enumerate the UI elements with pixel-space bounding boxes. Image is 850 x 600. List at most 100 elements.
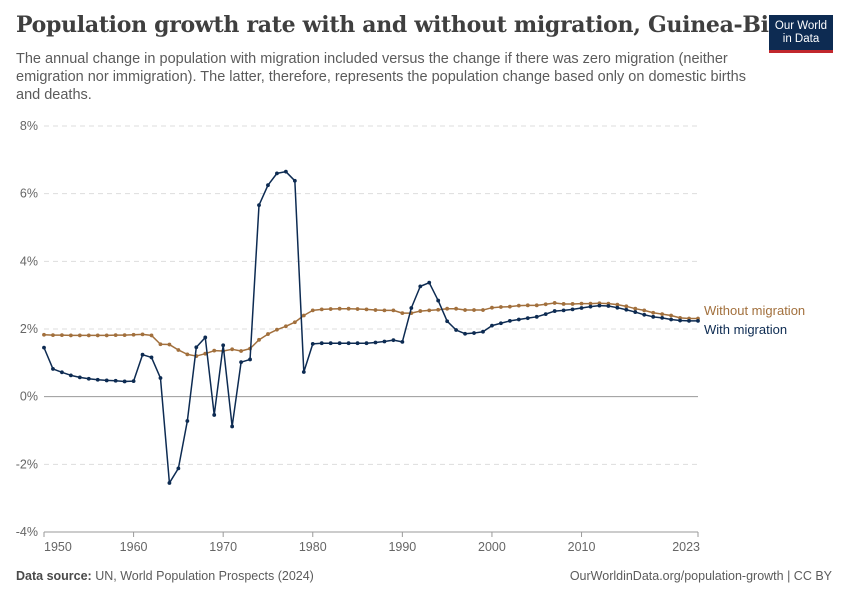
data-point bbox=[463, 308, 467, 312]
data-point bbox=[669, 317, 674, 322]
data-point bbox=[624, 304, 629, 309]
data-point bbox=[346, 341, 351, 346]
data-point bbox=[221, 343, 226, 348]
data-point bbox=[140, 332, 145, 337]
data-point bbox=[615, 302, 620, 307]
data-point bbox=[633, 310, 638, 314]
data-point bbox=[203, 335, 208, 340]
data-point bbox=[445, 306, 450, 311]
data-point bbox=[257, 337, 261, 342]
data-point bbox=[310, 308, 315, 313]
data-point bbox=[51, 367, 55, 371]
series-label[interactable]: Without migration bbox=[704, 303, 805, 318]
data-point bbox=[418, 309, 423, 313]
data-point bbox=[42, 332, 46, 337]
data-point bbox=[140, 352, 145, 357]
data-point bbox=[454, 328, 459, 332]
data-point bbox=[77, 333, 82, 338]
owid-logo[interactable]: Our World in Data bbox=[769, 15, 833, 53]
data-point bbox=[651, 310, 656, 315]
data-point bbox=[113, 378, 118, 383]
data-point bbox=[337, 306, 342, 311]
data-point bbox=[373, 308, 378, 312]
data-point bbox=[561, 308, 566, 313]
data-point bbox=[507, 304, 512, 309]
data-point bbox=[499, 305, 503, 309]
data-point bbox=[337, 341, 342, 346]
data-point bbox=[472, 331, 476, 335]
data-point bbox=[319, 341, 324, 346]
data-point bbox=[507, 318, 512, 323]
data-point bbox=[68, 373, 73, 378]
data-point bbox=[499, 321, 503, 326]
data-point bbox=[660, 312, 665, 317]
data-point bbox=[292, 178, 297, 183]
data-point bbox=[525, 303, 530, 308]
data-point bbox=[642, 308, 647, 313]
y-tick-label: 8% bbox=[20, 119, 38, 133]
logo-line-2: in Data bbox=[782, 33, 820, 45]
data-point bbox=[696, 318, 700, 323]
data-point bbox=[239, 349, 244, 353]
y-tick-label: 6% bbox=[20, 187, 38, 201]
y-tick-label: -4% bbox=[16, 525, 38, 539]
data-point bbox=[328, 307, 333, 311]
data-point bbox=[454, 306, 459, 311]
x-tick-label: 1950 bbox=[44, 540, 72, 554]
data-point bbox=[185, 419, 190, 423]
data-point bbox=[167, 342, 172, 347]
data-point bbox=[275, 327, 279, 332]
data-point bbox=[678, 318, 682, 323]
data-point bbox=[301, 370, 306, 374]
data-point bbox=[409, 306, 414, 310]
x-tick-label: 1990 bbox=[388, 540, 416, 554]
data-point bbox=[86, 333, 91, 338]
x-tick-label: 2000 bbox=[478, 540, 506, 554]
series-labels[interactable]: Without migration With migration bbox=[704, 303, 805, 337]
data-point bbox=[481, 329, 485, 334]
data-point bbox=[534, 314, 539, 319]
credit-link[interactable]: OurWorldinData.org/population-growth | C… bbox=[569, 569, 832, 583]
data-point bbox=[552, 309, 557, 313]
data-point bbox=[400, 311, 405, 315]
data-point bbox=[588, 304, 593, 309]
series-label[interactable]: With migration bbox=[704, 322, 787, 337]
data-point bbox=[95, 377, 100, 382]
data-point bbox=[212, 348, 217, 353]
data-point bbox=[373, 340, 378, 345]
data-point bbox=[266, 332, 270, 336]
data-point bbox=[472, 308, 476, 312]
chart-subtitle: The annual change in population with mig… bbox=[16, 51, 746, 103]
x-tick-label: 1960 bbox=[120, 540, 148, 554]
data-point bbox=[687, 318, 691, 323]
data-point bbox=[122, 379, 127, 384]
data-point bbox=[283, 169, 288, 174]
data-point bbox=[355, 341, 360, 346]
data-point bbox=[86, 376, 91, 381]
data-point bbox=[328, 341, 333, 346]
data-point bbox=[570, 307, 575, 312]
data-point bbox=[382, 339, 387, 344]
data-point bbox=[239, 360, 244, 365]
data-point bbox=[364, 307, 369, 312]
data-source: Data source: UN, World Population Prospe… bbox=[16, 569, 314, 583]
data-point bbox=[230, 347, 235, 352]
data-point bbox=[283, 324, 288, 329]
data-point bbox=[579, 301, 584, 306]
data-point bbox=[651, 314, 656, 319]
data-point bbox=[678, 315, 682, 320]
data-point bbox=[606, 304, 611, 308]
data-point bbox=[615, 305, 620, 310]
data-point bbox=[301, 313, 306, 318]
data-point bbox=[588, 301, 593, 306]
data-point bbox=[481, 308, 485, 312]
data-point bbox=[534, 303, 539, 308]
data-point bbox=[131, 379, 136, 383]
data-point bbox=[212, 413, 217, 417]
data-point bbox=[149, 333, 154, 338]
data-point bbox=[633, 306, 638, 311]
data-point bbox=[158, 342, 163, 347]
data-point bbox=[95, 333, 100, 338]
data-source-text: UN, World Population Prospects (2024) bbox=[95, 569, 314, 583]
data-point bbox=[561, 302, 566, 306]
